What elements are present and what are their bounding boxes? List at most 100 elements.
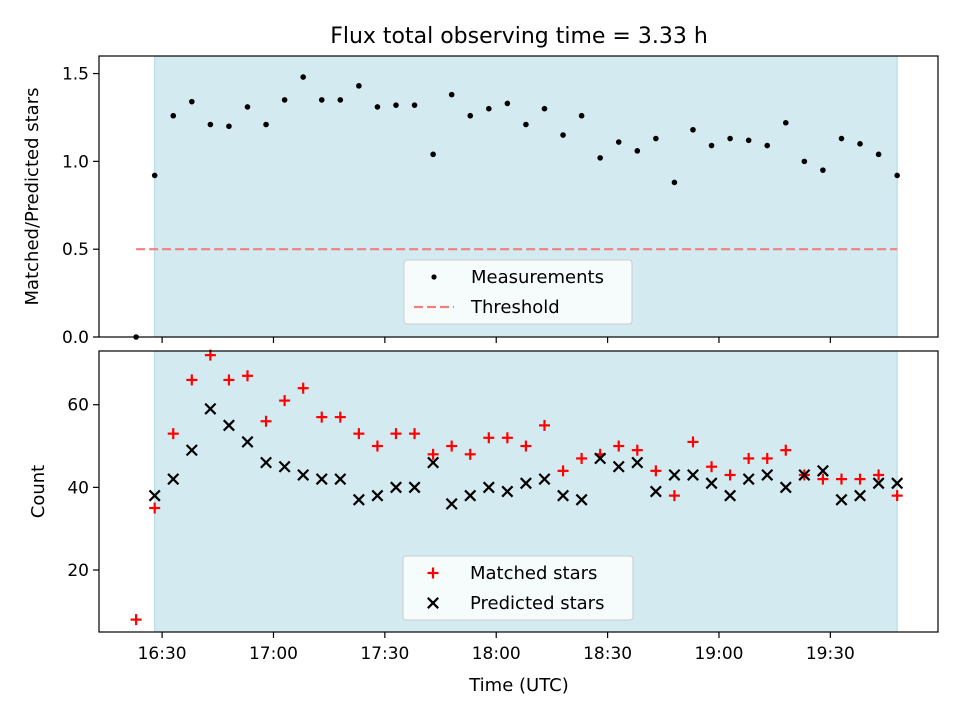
data-point <box>742 473 755 486</box>
data-point <box>668 468 681 481</box>
data-point-b <box>668 468 681 481</box>
data-point <box>371 489 384 502</box>
y-tick-label: 0.0 <box>62 328 89 348</box>
data-point <box>464 489 477 502</box>
data-point <box>779 481 792 494</box>
data-point-b <box>687 468 699 481</box>
y-tick-label: 1.0 <box>62 152 89 172</box>
data-point <box>501 432 513 444</box>
star-count-panel: 20 40 60 16:30 17:00 17:30 18:00 18:30 19:00 19:3… <box>28 349 939 664</box>
data-point <box>820 167 826 173</box>
data-point <box>241 370 253 382</box>
data-point-b <box>482 481 495 494</box>
data-point <box>263 121 269 128</box>
data-point <box>244 104 251 110</box>
data-point <box>764 142 771 149</box>
data-point <box>873 469 885 481</box>
data-point-b <box>538 473 551 486</box>
data-point <box>504 100 511 107</box>
data-point <box>801 158 808 165</box>
data-point <box>557 465 569 477</box>
data-point-b <box>334 473 347 486</box>
data-point <box>875 151 882 158</box>
data-point <box>538 473 551 486</box>
data-point-b <box>835 493 848 506</box>
data-point <box>706 461 718 473</box>
data-point <box>222 419 235 432</box>
data-point <box>708 142 715 149</box>
data-point <box>541 105 548 112</box>
data-point <box>260 456 273 469</box>
y-axis-label: Count <box>28 465 49 518</box>
data-point-b <box>612 460 625 473</box>
data-point <box>854 489 867 502</box>
flux-ratio-panel: 0.0 0.5 1.0 1.5 Matched/Predicted stars Measu… <box>22 55 939 348</box>
data-point-b <box>204 402 217 415</box>
data-point <box>464 448 476 460</box>
data-point <box>597 155 603 161</box>
x-tick-label: 18:00 <box>472 644 521 664</box>
data-point <box>671 179 678 186</box>
data-point-b <box>352 493 365 506</box>
data-point <box>467 112 474 119</box>
data-point <box>374 104 381 110</box>
data-point-b <box>241 435 254 448</box>
data-point <box>520 440 532 452</box>
data-point <box>297 382 309 394</box>
data-point <box>854 473 866 485</box>
legend-swatch <box>427 567 439 579</box>
data-point <box>446 440 458 452</box>
data-point-b <box>575 493 588 506</box>
data-point-b <box>167 473 180 486</box>
data-point-b <box>445 497 458 510</box>
data-point-b <box>779 481 792 494</box>
y-tick-label: 20 <box>67 561 89 581</box>
data-point <box>241 435 254 448</box>
data-point <box>557 489 570 502</box>
data-point <box>260 415 272 427</box>
data-point <box>393 102 399 108</box>
legend-box <box>403 259 633 325</box>
data-point <box>149 502 161 514</box>
y-axis-label: Matched/Predicted stars <box>22 88 43 306</box>
data-point-b <box>148 489 161 502</box>
data-point-b <box>594 452 607 465</box>
data-point <box>780 444 792 456</box>
legend: Matched stars Predicted stars <box>402 555 634 621</box>
series-predicted-stars <box>148 402 904 510</box>
legend-label: Matched stars <box>470 563 597 584</box>
data-point <box>297 468 310 481</box>
data-point <box>727 135 733 142</box>
data-point <box>835 493 848 506</box>
y-tick-label: 60 <box>67 396 89 416</box>
data-point <box>761 468 774 481</box>
data-point-b <box>371 489 384 502</box>
data-point <box>353 428 365 440</box>
data-point <box>575 493 588 506</box>
data-point <box>816 464 829 477</box>
data-point <box>167 473 180 486</box>
data-point <box>356 83 362 89</box>
data-point-b <box>260 456 273 469</box>
chart-title: Flux total observing time = 3.33 h <box>330 24 708 49</box>
data-point <box>857 141 863 147</box>
x-axis-label: Time (UTC) <box>468 675 569 696</box>
data-point <box>409 428 421 440</box>
data-point <box>668 490 680 502</box>
data-point <box>185 444 198 457</box>
data-point-b <box>891 477 904 490</box>
data-point <box>613 440 625 452</box>
legend: Measurements Threshold <box>403 259 633 325</box>
data-point <box>615 139 622 145</box>
data-point <box>390 481 402 494</box>
data-point-b <box>705 477 718 490</box>
y-tick-label: 1.5 <box>62 65 89 85</box>
data-point <box>318 97 325 103</box>
y-tick-label: 0.5 <box>62 240 89 260</box>
data-point <box>891 477 904 490</box>
data-point <box>486 105 492 112</box>
legend-label: Measurements <box>471 267 604 288</box>
data-point <box>523 121 529 128</box>
data-point <box>151 172 158 179</box>
